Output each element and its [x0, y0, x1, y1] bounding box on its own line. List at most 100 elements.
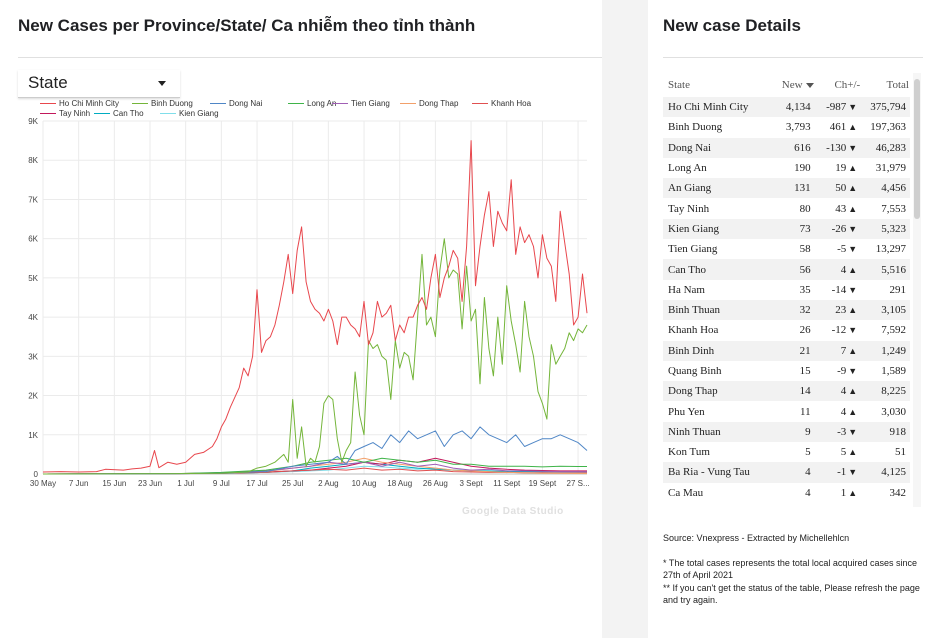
table-scrollbar[interactable] [913, 73, 921, 507]
cell-state: Tien Giang [668, 243, 718, 256]
legend-label: Kien Giang [179, 109, 219, 118]
table-row: Binh Duong 3,793 461 ▲ 197,363 [663, 117, 910, 137]
change-value: -12 [831, 324, 847, 337]
details-title-divider [663, 57, 923, 58]
cell-state: Khanh Hoa [668, 324, 719, 337]
cell-state: Ha Nam [668, 283, 705, 296]
cell-state: Binh Duong [668, 121, 723, 134]
legend-swatch [400, 103, 416, 105]
cell-total: 918 [861, 421, 910, 443]
cell-new: 616 [763, 137, 815, 158]
table-row: Binh Thuan 32 23 ▲ 3,105 [663, 299, 910, 321]
triangle-down-icon: ▼ [848, 223, 858, 234]
y-tick-label: 3K [28, 352, 38, 361]
y-tick-label: 5K [28, 274, 38, 283]
table-row: Dong Thap 14 4 ▲ 8,225 [663, 381, 910, 402]
table-row: An Giang 131 50 ▲ 4,456 [663, 178, 910, 199]
cell-change: -987 ▼ [814, 97, 862, 118]
cell-new: 4 [805, 486, 811, 499]
cell-total: 7,553 [881, 202, 906, 215]
table-row: Kon Tum 5 5 ▲ 51 [663, 442, 910, 462]
legend-label: Binh Duong [151, 99, 193, 108]
change-value: -130 [826, 141, 847, 154]
cell-change: 43 ▲ [815, 198, 862, 218]
cell-new: 58 [799, 243, 811, 256]
cell-change: 23 ▲ [814, 299, 862, 321]
legend-item[interactable]: Binh Duong [132, 99, 193, 108]
legend-label: Khanh Hoa [491, 99, 532, 108]
change-value: -5 [837, 243, 847, 256]
table-row: Ninh Thuan 9 -3 ▼ 918 [663, 421, 910, 443]
table-row: Dong Nai 616 -130 ▼ 46,283 [663, 137, 910, 158]
cell-total: 46,283 [861, 137, 910, 158]
x-tick-label: 3 Sept [459, 479, 483, 488]
panel-divider [602, 0, 648, 638]
y-tick-label: 4K [28, 313, 38, 322]
cell-total: 13,297 [875, 243, 906, 256]
y-tick-label: 7K [28, 195, 38, 204]
header-total[interactable]: Total [861, 73, 910, 97]
header-label: State [668, 79, 690, 91]
legend-item[interactable]: Dong Thap [400, 99, 458, 108]
x-tick-label: 10 Aug [352, 479, 377, 488]
cell-total: 31,979 [875, 162, 906, 175]
details-title: New case Details [663, 16, 801, 35]
cell-change: -14 ▼ [815, 280, 862, 300]
table-row: Kien Giang 73 -26 ▼ 5,323 [663, 218, 910, 240]
cell-total: 375,794 [861, 97, 910, 118]
table-row: Can Tho 56 4 ▲ 5,516 [663, 259, 910, 280]
series-line-tien-giang [42, 461, 588, 475]
legend-item[interactable]: Tay Ninh [40, 109, 90, 118]
cell-change: 4 ▲ [814, 259, 862, 280]
table-row: Khanh Hoa 26 -12 ▼ 7,592 [663, 320, 910, 340]
total-note: * The total cases represents the total l… [663, 557, 917, 581]
header-change[interactable]: Ch+/- [815, 73, 862, 97]
series-line-long-an [42, 457, 587, 475]
legend-item[interactable]: Khanh Hoa [472, 99, 531, 108]
change-value: 23 [835, 304, 847, 317]
header-new[interactable]: New [764, 73, 815, 97]
legend-item[interactable]: Long An [288, 99, 336, 108]
series-line-binh-duong [42, 238, 588, 475]
cell-total: 3,030 [881, 405, 906, 418]
x-tick-label: 26 Aug [423, 479, 448, 488]
cell-new: 26 [799, 324, 811, 337]
cell-new: 15 [799, 365, 811, 377]
legend-label: Ho Chi Minh City [59, 99, 120, 108]
cell-new: 4,134 [763, 97, 815, 118]
x-tick-label: 19 Sept [529, 479, 557, 488]
cell-total: 342 [889, 486, 907, 499]
legend-swatch [288, 103, 304, 105]
scrollbar-thumb[interactable] [914, 79, 920, 219]
cell-change: -130 ▼ [814, 137, 862, 158]
legend-item[interactable]: Dong Nai [210, 99, 262, 108]
x-tick-label: 30 May [30, 479, 56, 488]
cell-new: 190 [794, 162, 811, 175]
legend-label: Can Tho [113, 109, 144, 118]
cell-state: Ca Mau [668, 486, 704, 499]
cell-change: 1 ▲ [815, 483, 862, 503]
header-state[interactable]: State [663, 73, 764, 97]
legend-item[interactable]: Can Tho [94, 109, 144, 118]
cell-total: 7,592 [881, 324, 906, 337]
legend-item[interactable]: Kien Giang [160, 109, 219, 118]
cell-state: Tay Ninh [668, 202, 710, 215]
cell-total: 1,589 [881, 365, 906, 377]
change-value: 5 [840, 446, 847, 459]
legend-swatch [40, 113, 56, 115]
spacer [663, 545, 928, 557]
cell-change: 50 ▲ [814, 178, 862, 199]
legend-swatch [40, 103, 56, 105]
change-value: -1 [837, 466, 847, 479]
cell-state: Binh Dinh [663, 340, 764, 361]
legend-swatch [332, 103, 348, 105]
cell-new: 56 [763, 259, 815, 280]
legend-item[interactable]: Tien Giang [332, 99, 390, 108]
legend-item[interactable]: Ho Chi Minh City [40, 99, 119, 108]
triangle-down-icon: ▼ [848, 142, 858, 153]
cell-new: 9 [763, 421, 815, 443]
legend-swatch [210, 103, 226, 105]
change-value: 4 [840, 405, 847, 418]
state-filter-dropdown[interactable]: State [18, 70, 180, 98]
cell-new: 11 [799, 405, 811, 418]
